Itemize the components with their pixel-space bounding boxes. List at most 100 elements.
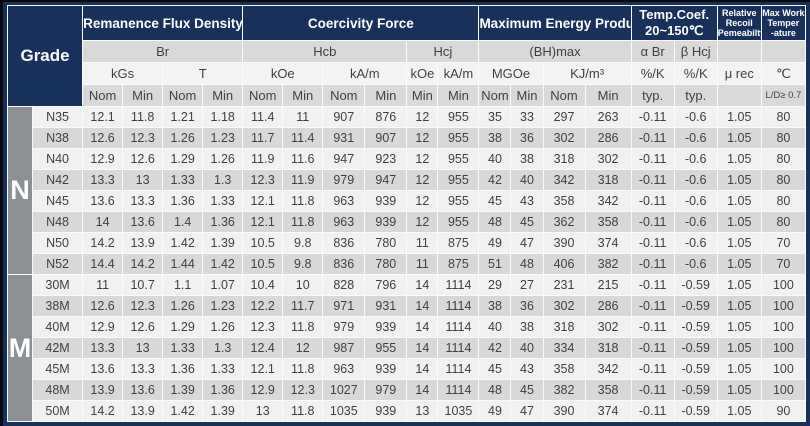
- value-cell: 11: [406, 253, 439, 275]
- col-kgs-nom: Nom: [82, 84, 124, 107]
- value-cell: 318: [584, 169, 632, 191]
- value-cell: -0.11: [630, 190, 675, 212]
- value-cell: 12.6: [122, 316, 164, 338]
- unit-degc: ℃: [760, 62, 807, 85]
- value-cell: 263: [584, 106, 632, 128]
- header-max-work-line3: -ature: [770, 28, 796, 39]
- value-cell: 963: [322, 190, 366, 212]
- value-cell: 231: [542, 274, 586, 296]
- value-cell: 1114: [437, 379, 480, 401]
- table-row: N42 13.3 13 1.33 1.3 12.3 11.9 979 947 12 955 42 40 3…: [8, 169, 807, 191]
- table-row: N48 14 13.6 1.4 1.36 12.1 11.8 963 939 12 955 48 45 3…: [8, 211, 807, 233]
- value-cell: 939: [364, 400, 408, 422]
- value-cell: 48: [510, 253, 544, 275]
- unit-kgs: kGs: [82, 62, 164, 85]
- value-cell: 1.05: [716, 358, 762, 380]
- value-cell: 318: [542, 316, 586, 338]
- value-cell: 14.4: [82, 253, 124, 275]
- value-cell: 70: [760, 253, 807, 275]
- value-cell: 1.23: [202, 295, 244, 317]
- value-cell: 1.39: [202, 232, 244, 254]
- grade-cell: 38M: [32, 295, 84, 317]
- value-cell: 358: [584, 379, 632, 401]
- value-cell: 80: [760, 127, 807, 149]
- value-cell: 374: [584, 400, 632, 422]
- value-cell: 12.9: [82, 148, 124, 170]
- table-row: 48M 13.9 13.6 1.39 1.36 12.9 12.3 1027 979 14 1114…: [8, 379, 807, 401]
- table-row: 40M 12.9 12.6 1.29 1.26 12.3 11.8 979 939 14 1114 4…: [8, 316, 807, 338]
- value-cell: 358: [542, 358, 586, 380]
- value-cell: 100: [760, 358, 807, 380]
- col-hcb-kam-nom: Nom: [322, 84, 366, 107]
- value-cell: 955: [437, 148, 480, 170]
- value-cell: 955: [437, 190, 480, 212]
- value-cell: 1.3: [202, 169, 244, 191]
- value-cell: 11.7: [242, 127, 284, 149]
- value-cell: 12.4: [242, 337, 284, 359]
- value-cell: 35: [478, 106, 512, 128]
- value-cell: 836: [322, 253, 366, 275]
- value-cell: 80: [760, 169, 807, 191]
- value-cell: -0.6: [673, 169, 718, 191]
- value-cell: 12.6: [122, 148, 164, 170]
- value-cell: 406: [542, 253, 586, 275]
- value-cell: 13.3: [122, 190, 164, 212]
- value-cell: 1.05: [716, 274, 762, 296]
- value-cell: -0.59: [673, 274, 718, 296]
- col-mgoe-nom: Nom: [478, 84, 512, 107]
- group-label-N: N: [6, 106, 34, 275]
- value-cell: 1.36: [202, 379, 244, 401]
- value-cell: 1035: [322, 400, 366, 422]
- value-cell: 12: [406, 148, 439, 170]
- value-cell: 342: [584, 190, 632, 212]
- value-cell: 302: [584, 316, 632, 338]
- value-cell: 1.39: [162, 379, 204, 401]
- value-cell: 47: [510, 400, 544, 422]
- value-cell: 38: [478, 127, 512, 149]
- value-cell: 33: [510, 106, 544, 128]
- value-cell: 12.9: [242, 379, 284, 401]
- table-row: 42M 13.3 13 1.33 1.3 12.4 12 987 955 14 1114 42 40 33…: [8, 337, 807, 359]
- header-max-work-temperature: Max Work Temper -ature: [760, 5, 807, 41]
- value-cell: 12.2: [242, 295, 284, 317]
- value-cell: 1.26: [162, 127, 204, 149]
- value-cell: 1.05: [716, 106, 762, 128]
- value-cell: -0.59: [673, 316, 718, 338]
- value-cell: 1.05: [716, 232, 762, 254]
- value-cell: 11: [406, 232, 439, 254]
- value-cell: 10.4: [242, 274, 284, 296]
- value-cell: 11.8: [282, 316, 324, 338]
- value-cell: 12.1: [242, 358, 284, 380]
- unit-pk-alpha: %/K: [630, 62, 675, 85]
- value-cell: 12.6: [82, 295, 124, 317]
- value-cell: 13.9: [122, 400, 164, 422]
- value-cell: 931: [364, 295, 408, 317]
- value-cell: 1114: [437, 295, 480, 317]
- value-cell: 382: [542, 379, 586, 401]
- table-body: N N35 12.1 11.8 1.21 1.18 11.4 11 907 876 12 955 35 3…: [6, 106, 807, 422]
- value-cell: 342: [584, 358, 632, 380]
- value-cell: 13: [242, 400, 284, 422]
- value-cell: 1.36: [202, 211, 244, 233]
- value-cell: 1.05: [716, 148, 762, 170]
- value-cell: 955: [364, 337, 408, 359]
- value-cell: -0.59: [673, 400, 718, 422]
- value-cell: -0.6: [673, 232, 718, 254]
- header-temp-coef-line1: Temp.Coef.: [639, 7, 710, 23]
- value-cell: 9.8: [282, 253, 324, 275]
- value-cell: 45: [478, 190, 512, 212]
- value-cell: 1.05: [716, 337, 762, 359]
- col-beta-typ: typ.: [673, 84, 718, 107]
- value-cell: -0.6: [673, 148, 718, 170]
- value-cell: -0.6: [673, 106, 718, 128]
- value-cell: 780: [364, 253, 408, 275]
- value-cell: 318: [584, 337, 632, 359]
- value-cell: 979: [364, 379, 408, 401]
- value-cell: -0.11: [630, 295, 675, 317]
- value-cell: 80: [760, 148, 807, 170]
- value-cell: 100: [760, 316, 807, 338]
- value-cell: 80: [760, 211, 807, 233]
- unit-kjm3: KJ/m³: [542, 62, 632, 85]
- value-cell: 876: [364, 106, 408, 128]
- value-cell: 963: [322, 211, 366, 233]
